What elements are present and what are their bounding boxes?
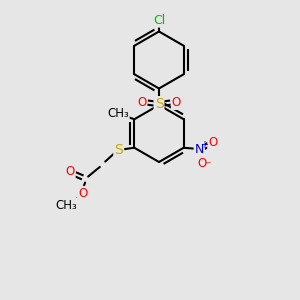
Text: O: O — [137, 96, 146, 109]
Text: S: S — [154, 97, 164, 111]
Text: O: O — [65, 165, 75, 178]
Text: O: O — [208, 136, 218, 149]
Text: O: O — [198, 157, 207, 170]
Text: Cl: Cl — [153, 14, 165, 27]
Text: N: N — [195, 143, 204, 156]
Text: CH₃: CH₃ — [107, 107, 129, 120]
Text: S: S — [114, 143, 123, 157]
Text: ⁻: ⁻ — [204, 159, 211, 172]
Text: CH₃: CH₃ — [56, 199, 77, 212]
Text: O: O — [172, 96, 181, 109]
Text: +: + — [200, 140, 208, 150]
Text: O: O — [78, 187, 87, 200]
